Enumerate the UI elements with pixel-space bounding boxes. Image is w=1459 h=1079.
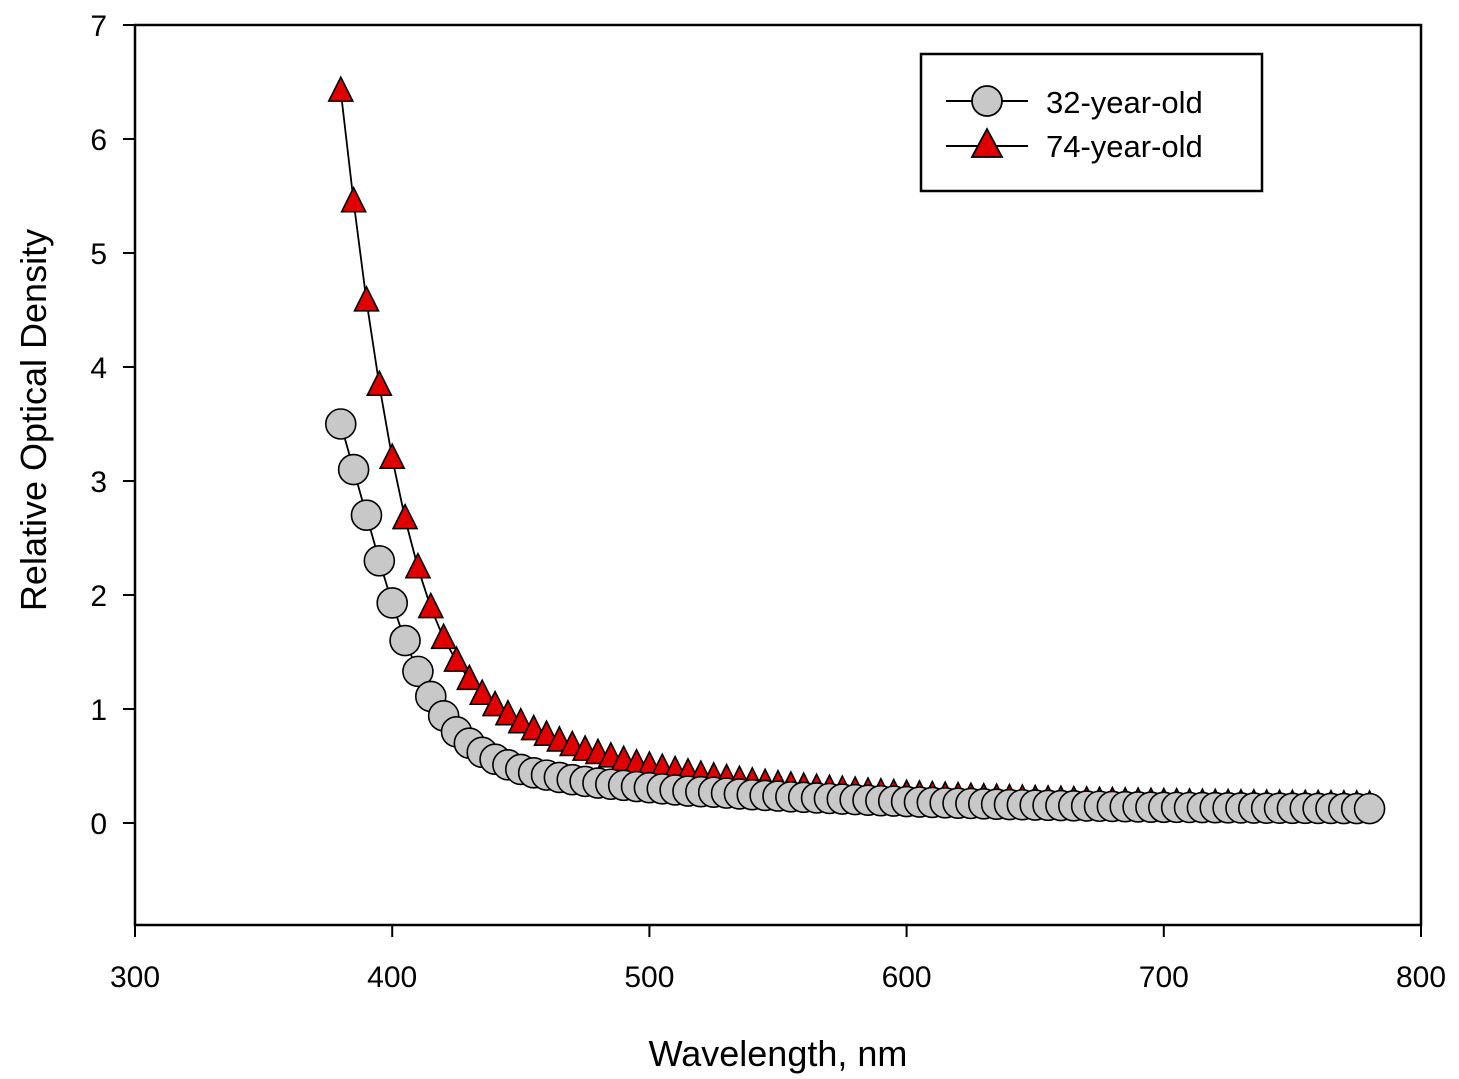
x-tick-label-500: 500 — [624, 961, 674, 994]
legend-label-32-year-old: 32-year-old — [1046, 85, 1203, 120]
series-layer — [324, 75, 1386, 825]
legend-marker-triangle — [970, 127, 1004, 158]
point-74-year-old-435 — [468, 678, 496, 705]
y-tick-label-4: 4 — [90, 352, 107, 385]
point-74-year-old-430 — [456, 663, 483, 691]
x-tick-label-600: 600 — [882, 961, 932, 994]
y-tick-label-2: 2 — [90, 580, 107, 613]
y-tick-label-6: 6 — [90, 124, 107, 157]
point-74-year-old-415 — [417, 591, 445, 619]
x-tick-label-300: 300 — [110, 961, 160, 994]
legend-box — [919, 52, 1264, 193]
legend-label-74-year-old: 74-year-old — [1046, 129, 1203, 164]
point-32-year-old-395 — [363, 544, 396, 577]
y-tick-label-7: 7 — [90, 10, 107, 43]
point-74-year-old-445 — [494, 698, 522, 726]
point-74-year-old-395 — [366, 369, 393, 397]
y-axis-title: Relative Optical Density — [13, 229, 54, 611]
legend: 32-year-old 74-year-old — [919, 52, 1264, 193]
point-74-year-old-390 — [353, 285, 380, 312]
point-32-year-old-780 — [1353, 792, 1386, 825]
point-74-year-old-380 — [327, 75, 355, 102]
point-74-year-old-410 — [404, 551, 432, 579]
point-32-year-old-390 — [350, 499, 383, 532]
point-32-year-old-405 — [389, 624, 421, 657]
legend-marker-circle — [971, 85, 1003, 117]
point-32-year-old-385 — [337, 453, 370, 486]
legend-entry-74-year-old: 74-year-old — [946, 127, 1203, 164]
x-axis-title: Wavelength, nm — [649, 1033, 908, 1074]
point-74-year-old-425 — [443, 645, 470, 672]
x-axis: 300 400 500 600 700 800 — [110, 925, 1446, 994]
y-tick-label-1: 1 — [90, 694, 107, 727]
y-tick-label-0: 0 — [90, 808, 107, 841]
y-axis: 0 1 2 3 4 5 6 7 — [90, 10, 135, 841]
point-74-year-old-405 — [391, 502, 419, 530]
x-tick-label-800: 800 — [1396, 961, 1446, 994]
point-32-year-old-400 — [376, 587, 409, 619]
y-tick-label-5: 5 — [90, 238, 107, 271]
y-tick-label-3: 3 — [90, 466, 107, 499]
point-74-year-old-400 — [378, 442, 406, 470]
point-74-year-old-385 — [340, 185, 367, 213]
legend-entry-32-year-old: 32-year-old — [946, 85, 1203, 120]
x-tick-label-700: 700 — [1139, 961, 1189, 994]
point-74-year-old-450 — [507, 706, 535, 734]
point-32-year-old-410 — [402, 655, 434, 688]
point-74-year-old-440 — [481, 689, 509, 717]
point-74-year-old-420 — [430, 622, 457, 650]
x-tick-label-400: 400 — [367, 961, 417, 994]
point-32-year-old-380 — [324, 408, 357, 440]
